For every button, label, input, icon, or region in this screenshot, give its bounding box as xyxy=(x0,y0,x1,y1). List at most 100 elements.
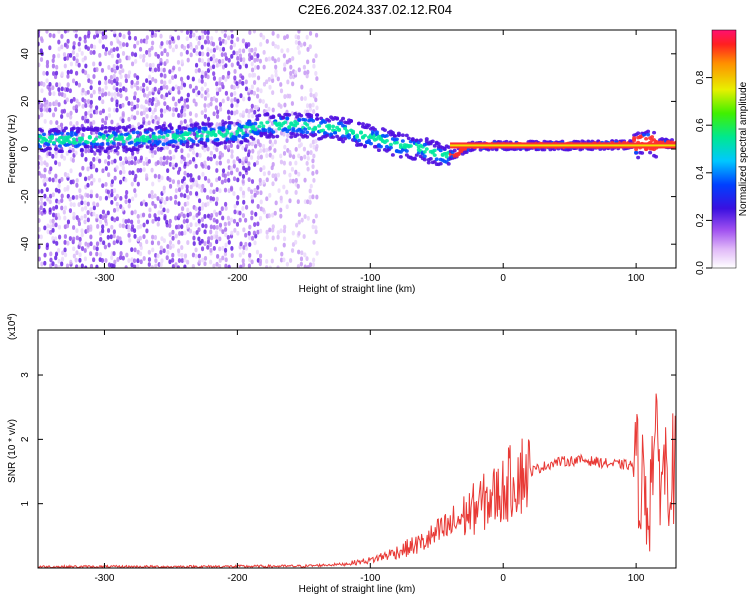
spectrogram-noise-cell xyxy=(268,152,272,158)
spectrogram-noise-cell xyxy=(297,50,301,55)
spectrogram-noise-cell xyxy=(130,219,134,225)
spectrogram-noise-cell xyxy=(250,84,255,90)
spectrogram-noise-cell xyxy=(104,258,108,263)
spectrogram-noise-cell xyxy=(104,75,108,81)
spectrogram-noise-cell xyxy=(204,70,208,76)
spectrogram-noise-cell xyxy=(98,219,103,225)
spectrogram-noise-cell xyxy=(311,139,315,145)
spectrogram-ridge-cell xyxy=(384,138,389,143)
spectrogram-noise-cell xyxy=(248,252,252,258)
spectrogram-noise-cell xyxy=(235,221,240,227)
spectrogram-noise-cell xyxy=(212,154,217,159)
spectrogram-noise-cell xyxy=(75,178,79,183)
spectrogram-noise-cell xyxy=(89,113,93,119)
spectrogram-noise-cell xyxy=(139,201,144,207)
spectrogram-noise-cell xyxy=(258,142,262,148)
spectrogram-noise-cell xyxy=(192,215,196,221)
spectrogram-noise-cell xyxy=(214,105,218,111)
spectrogram-noise-cell xyxy=(293,70,298,75)
spectrogram-noise-cell xyxy=(308,44,312,50)
spectrogram-noise-cell xyxy=(171,112,175,118)
spectrogram-noise-cell xyxy=(68,88,72,94)
spectrogram-noise-cell xyxy=(265,234,269,240)
spectrogram-noise-cell xyxy=(314,92,318,97)
spectrogram-noise-cell xyxy=(45,99,49,105)
spectrogram-noise-cell xyxy=(142,105,146,111)
spectrogram-noise-cell xyxy=(315,105,319,111)
spectrogram-noise-cell xyxy=(276,44,280,50)
spectrogram-noise-cell xyxy=(259,154,263,160)
spectrogram-noise-cell xyxy=(214,230,219,236)
spectrogram-noise-cell xyxy=(168,223,172,229)
spectrogram-noise-cell xyxy=(78,172,82,178)
spectrogram-noise-cell xyxy=(45,30,49,34)
spectrogram-noise-cell xyxy=(289,70,293,76)
spectrogram-noise-cell xyxy=(271,173,275,179)
spectrogram-noise-cell xyxy=(90,173,94,179)
spectrogram-noise-cell xyxy=(291,56,295,61)
spectrogram-noise-cell xyxy=(89,103,93,109)
spectrogram-ridge-cell xyxy=(161,123,166,128)
spectrogram-noise-cell xyxy=(83,70,88,76)
spectrogram-noise-cell xyxy=(229,166,233,171)
spectrogram-noise-cell xyxy=(220,52,224,58)
spectrogram-noise-cell xyxy=(220,179,224,185)
spectrogram-noise-cell xyxy=(45,103,49,109)
spectrogram-noise-cell xyxy=(241,258,245,264)
spectrogram-noise-cell xyxy=(299,42,303,48)
spectrogram-noise-cell xyxy=(103,120,107,126)
spectrogram-noise-cell xyxy=(206,68,211,73)
spectrogram-noise-cell xyxy=(268,139,272,145)
spectrogram-noise-cell xyxy=(102,240,106,246)
spectrogram-noise-cell xyxy=(63,63,67,69)
spectrogram-noise-cell xyxy=(279,257,284,263)
spectrogram-noise-cell xyxy=(180,96,184,102)
spectrogram-noise-cell xyxy=(118,179,123,185)
spectrogram-noise-cell xyxy=(112,188,117,193)
spectrogram-ridge-cell xyxy=(646,129,651,134)
spectrogram-ridge-cell xyxy=(131,130,136,135)
spectrogram-noise-cell xyxy=(197,67,201,73)
spectrogram-noise-cell xyxy=(40,160,44,166)
spectrogram-noise-cell xyxy=(226,234,230,240)
spectrogram-noise-cell xyxy=(87,30,91,36)
spectrogram-noise-cell xyxy=(312,257,316,263)
spectrogram-ridge-cell xyxy=(362,133,367,138)
spectrogram-noise-cell xyxy=(45,70,49,76)
spectrogram-noise-cell xyxy=(252,30,256,34)
spectrogram-noise-cell xyxy=(124,199,128,205)
spectrogram-ridge-cell xyxy=(313,132,318,137)
spectrogram-noise-cell xyxy=(60,261,64,267)
spectrogram-noise-cell xyxy=(265,153,269,158)
spectrogram-ridge-cell xyxy=(263,128,268,132)
spectrogram-ridge-cell xyxy=(339,121,344,126)
spectrogram-noise-cell xyxy=(62,209,66,215)
spectrogram-noise-cell xyxy=(69,259,73,265)
spectrogram-noise-cell xyxy=(232,191,236,196)
spectrogram-ridge-cell xyxy=(410,138,415,142)
spectrogram-noise-cell xyxy=(183,161,187,167)
spectrogram-noise-cell xyxy=(203,39,208,45)
spectrogram-noise-cell xyxy=(189,184,193,190)
spectrogram-noise-cell xyxy=(127,218,131,224)
spectrogram-ridge-cell xyxy=(139,144,144,148)
spectrogram-noise-cell xyxy=(303,199,307,205)
spectrogram-noise-cell xyxy=(271,235,275,241)
spectrogram-noise-cell xyxy=(229,185,234,191)
spectrogram-noise-cell xyxy=(145,50,149,55)
spectrogram-noise-cell xyxy=(235,109,239,115)
spectrogram-ridge-cell xyxy=(382,128,387,132)
spectrogram-noise-cell xyxy=(133,160,137,166)
spectrogram-noise-cell xyxy=(166,168,170,174)
spectrogram-noise-cell xyxy=(137,122,141,127)
spectrogram-noise-cell xyxy=(42,207,46,213)
spectrogram-noise-cell xyxy=(101,224,105,230)
spectrogram-noise-cell xyxy=(209,56,213,62)
spectrogram-noise-cell xyxy=(139,54,143,59)
spectrogram-ridge-cell xyxy=(93,137,98,141)
spectrogram-noise-cell xyxy=(38,244,41,250)
spectrogram-noise-cell xyxy=(115,35,119,41)
spectrogram-noise-cell xyxy=(151,62,155,68)
spectrogram-noise-cell xyxy=(224,63,228,69)
spectrogram-ridge-cell xyxy=(372,127,377,132)
